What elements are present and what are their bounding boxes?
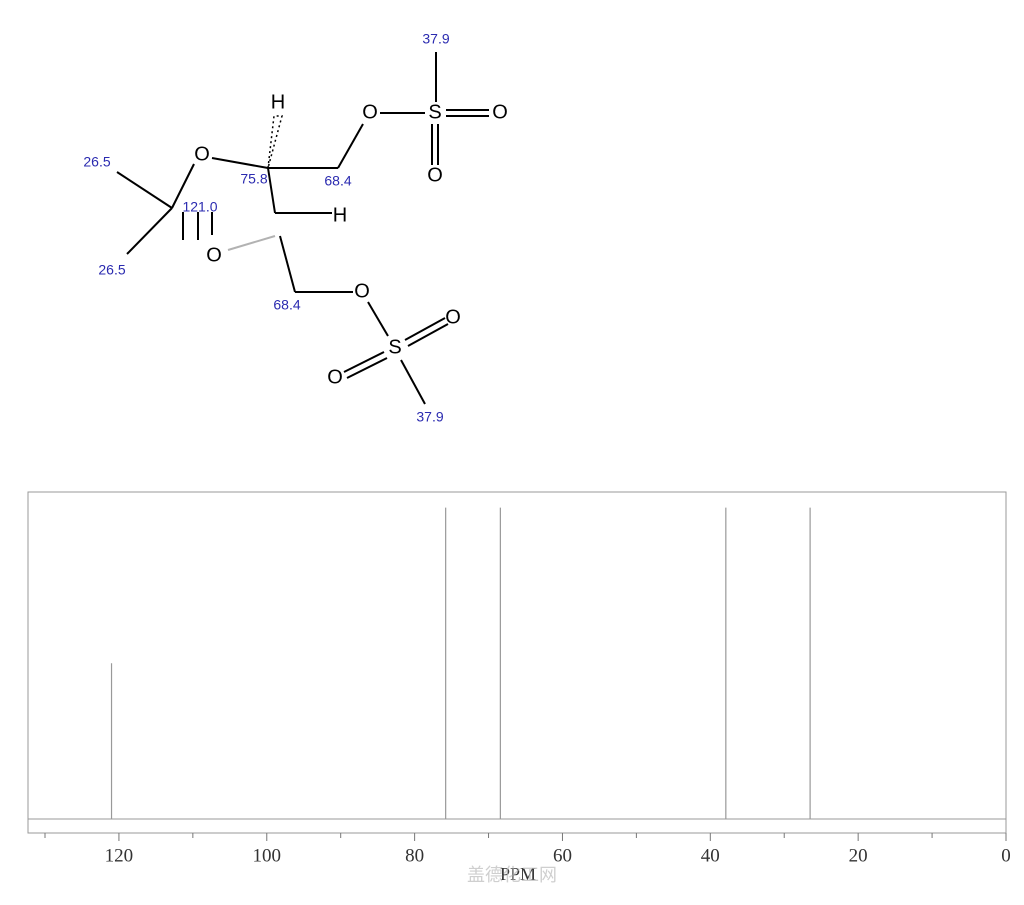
- bond: [279, 235, 296, 293]
- bond: [337, 123, 364, 169]
- shift-label: 37.9: [416, 409, 443, 425]
- plot-frame: [27, 491, 1007, 834]
- shift-label: 121.0: [182, 199, 217, 215]
- atom: S: [388, 336, 401, 358]
- x-tick-label: 80: [405, 845, 424, 866]
- x-tick-label: 100: [253, 845, 282, 866]
- bond: [116, 171, 173, 209]
- watermark: 盖德化工网: [467, 865, 557, 885]
- bond: [227, 235, 276, 251]
- bond: [267, 167, 276, 214]
- x-tick-label: 40: [701, 845, 720, 866]
- shift-label: 68.4: [324, 173, 351, 189]
- atom: S: [428, 101, 441, 123]
- hash-bond: [267, 115, 283, 169]
- x-tick-label: 60: [553, 845, 572, 866]
- bond: [171, 163, 195, 209]
- atom: O: [445, 306, 461, 328]
- atom: O: [354, 280, 370, 302]
- shift-label: 68.4: [273, 297, 300, 313]
- atom: O: [492, 101, 508, 123]
- bond: [367, 301, 389, 337]
- bond: [343, 351, 385, 373]
- bond: [404, 317, 446, 341]
- x-tick-label: 20: [849, 845, 868, 866]
- shift-label: 26.5: [98, 262, 125, 278]
- x-axis-label: PPM: [500, 864, 536, 884]
- atom: O: [427, 164, 443, 186]
- atom: O: [206, 244, 222, 266]
- bond: [407, 323, 449, 347]
- x-tick-label: 0: [1001, 845, 1011, 866]
- shift-label: 75.8: [240, 171, 267, 187]
- shift-label: 37.9: [422, 31, 449, 47]
- atom: O: [327, 366, 343, 388]
- molecule: 37.9 75.8 68.4 26.5 121.0 26.5 68.4 37.9…: [83, 31, 507, 425]
- atom: H: [271, 91, 285, 113]
- bond: [126, 207, 173, 255]
- x-tick-label: 120: [105, 845, 134, 866]
- bond: [400, 359, 426, 405]
- bond: [346, 357, 388, 379]
- shift-label: 26.5: [83, 154, 110, 170]
- atom: O: [194, 143, 210, 165]
- atom: O: [362, 101, 378, 123]
- atom: H: [333, 204, 347, 226]
- bond: [211, 157, 269, 169]
